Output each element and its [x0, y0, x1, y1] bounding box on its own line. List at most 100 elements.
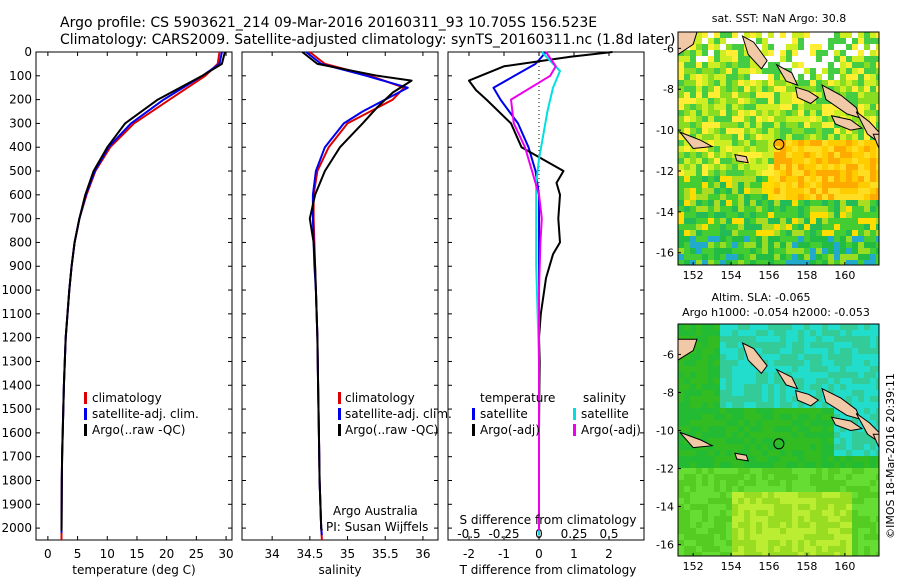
- map-cell: [810, 182, 816, 188]
- map-cell: [720, 492, 726, 498]
- map-cell: [798, 170, 804, 176]
- map-cell: [840, 354, 846, 360]
- map-cell: [792, 248, 798, 254]
- map-cell: [762, 104, 768, 110]
- map-cell: [768, 56, 774, 62]
- legend-swatch-climatology: [84, 392, 87, 404]
- map-cell: [792, 552, 798, 556]
- legend-label-s-satellite: satellite: [581, 407, 629, 421]
- map-cell: [702, 98, 708, 104]
- map-cell: [864, 92, 870, 98]
- map-cell: [714, 104, 720, 110]
- map-cell: [690, 390, 696, 396]
- map-cell: [876, 38, 879, 44]
- map-cell: [780, 164, 786, 170]
- map-cell: [804, 50, 810, 56]
- map-cell: [798, 372, 804, 378]
- map-cell: [780, 236, 786, 242]
- map-cell: [804, 372, 810, 378]
- map-cell: [714, 116, 720, 122]
- map-cell: [870, 510, 876, 516]
- map-cell: [714, 528, 720, 534]
- map-cell: [744, 104, 750, 110]
- map-cell: [804, 354, 810, 360]
- map-cell: [774, 534, 780, 540]
- map-cell: [810, 480, 816, 486]
- map-cell: [834, 44, 840, 50]
- map-cell: [768, 176, 774, 182]
- map-cell: [780, 384, 786, 390]
- map-cell: [702, 504, 708, 510]
- map-cell: [792, 224, 798, 230]
- map-cell: [702, 414, 708, 420]
- map-cell: [708, 140, 714, 146]
- map-cell: [774, 110, 780, 116]
- map-cell: [822, 74, 828, 80]
- map-cell: [804, 62, 810, 68]
- map-cell: [708, 68, 714, 74]
- map-cell: [690, 384, 696, 390]
- map-cell: [690, 230, 696, 236]
- map-cell: [708, 432, 714, 438]
- map-cell: [828, 68, 834, 74]
- map-cell: [834, 468, 840, 474]
- map-cell: [804, 540, 810, 546]
- map-cell: [816, 74, 822, 80]
- map-cell: [792, 176, 798, 182]
- map-cell: [792, 480, 798, 486]
- map-cell: [780, 516, 786, 522]
- map-cell: [714, 348, 720, 354]
- map-cell: [702, 248, 708, 254]
- map-cell: [822, 260, 828, 265]
- map-cell: [714, 92, 720, 98]
- map-cell: [774, 426, 780, 432]
- map-x-tick-label: 154: [721, 269, 742, 282]
- map-cell: [684, 360, 690, 366]
- map-cell: [774, 372, 780, 378]
- map-cell: [684, 378, 690, 384]
- map-cell: [714, 474, 720, 480]
- map-cell: [762, 414, 768, 420]
- map-cell: [720, 414, 726, 420]
- island: [830, 115, 864, 131]
- map-cell: [864, 218, 870, 224]
- map-cell: [750, 462, 756, 468]
- map-cell: [726, 354, 732, 360]
- map-cell: [714, 324, 720, 330]
- map-cell: [750, 104, 756, 110]
- map-cell: [876, 516, 879, 522]
- map-cell: [696, 348, 702, 354]
- map-cell: [726, 534, 732, 540]
- map-cell: [732, 188, 738, 194]
- map-cell: [720, 218, 726, 224]
- map-cell: [876, 248, 879, 254]
- map-cell: [744, 188, 750, 194]
- map-cell: [732, 146, 738, 152]
- map-cell: [876, 522, 879, 528]
- map-cell: [738, 86, 744, 92]
- map-cell: [732, 44, 738, 50]
- map-cell: [876, 390, 879, 396]
- map-cell: [876, 50, 879, 56]
- map-cell: [834, 62, 840, 68]
- map-cell: [840, 86, 846, 92]
- map-cell: [840, 552, 846, 556]
- map-cell: [852, 552, 858, 556]
- map-cell: [696, 116, 702, 122]
- map-cell: [780, 104, 786, 110]
- map-cell: [840, 324, 846, 330]
- map-cell: [720, 152, 726, 158]
- map-cell: [834, 182, 840, 188]
- map-cell: [774, 396, 780, 402]
- map-cell: [708, 182, 714, 188]
- map-cell: [840, 146, 846, 152]
- map-cell: [792, 492, 798, 498]
- map-cell: [852, 206, 858, 212]
- map-cell: [756, 80, 762, 86]
- map-cell: [840, 62, 846, 68]
- map-cell: [702, 230, 708, 236]
- map-cell: [852, 62, 858, 68]
- map-cell: [816, 86, 822, 92]
- map-cell: [822, 254, 828, 260]
- map-cell: [810, 342, 816, 348]
